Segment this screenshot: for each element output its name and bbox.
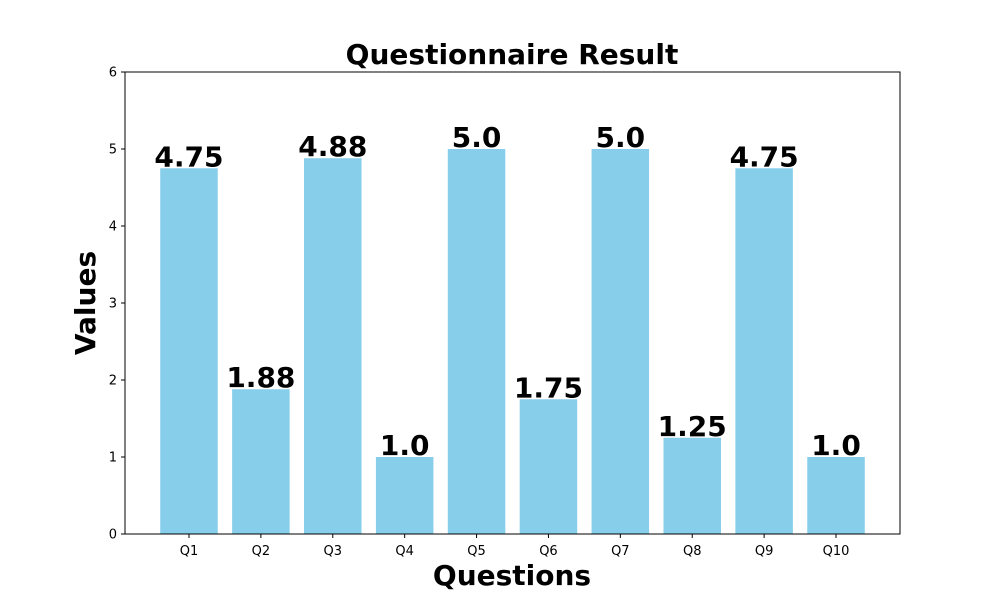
x-tick-label-q4: Q4	[395, 544, 414, 559]
data-label-q10: 1.0	[811, 429, 861, 462]
y-tick-label-3: 3	[109, 297, 117, 312]
bar-q9	[735, 168, 793, 534]
bar-q5	[447, 149, 506, 534]
x-tick-label-q8: Q8	[683, 544, 702, 559]
y-tick-label-2: 2	[109, 374, 117, 389]
x-axis-label: Questions	[433, 559, 591, 592]
data-label-q5: 5.0	[452, 121, 502, 154]
data-label-q9: 4.75	[730, 140, 799, 173]
x-tick-label-q6: Q6	[539, 544, 558, 559]
bar-q7	[591, 149, 650, 534]
x-tick-label-q7: Q7	[611, 544, 630, 559]
bar-q3	[304, 158, 362, 535]
bar-q10	[807, 457, 865, 534]
x-tick-label-q3: Q3	[324, 544, 343, 559]
x-tick-label-q9: Q9	[755, 544, 774, 559]
data-labels: 4.75 1.88 4.88 1.0 5.0 1.75 5.0 1.25 4.75 1.0	[154, 121, 860, 462]
data-label-q1: 4.75	[154, 140, 223, 173]
data-label-q6: 1.75	[514, 371, 583, 404]
data-label-q7: 5.0	[596, 121, 646, 154]
data-label-q8: 1.25	[658, 410, 727, 443]
y-axis-ticks: 0 1 2 3 4 5 6	[109, 66, 125, 543]
bars-layer	[160, 149, 865, 535]
y-axis-label: Values	[69, 251, 102, 355]
bar-q2	[232, 389, 290, 534]
data-label-q4: 1.0	[380, 429, 430, 462]
y-tick-label-6: 6	[109, 66, 117, 81]
y-tick-label-0: 0	[109, 528, 117, 543]
bar-q1	[160, 168, 218, 534]
y-tick-label-1: 1	[109, 451, 117, 466]
bar-q4	[375, 457, 434, 534]
y-tick-label-5: 5	[109, 143, 117, 158]
bar-q8	[663, 437, 721, 534]
bar-q6	[519, 399, 578, 534]
x-axis-ticks: Q1 Q2 Q3 Q4 Q5 Q6 Q7 Q8 Q9 Q10	[180, 534, 850, 559]
x-tick-label-q5: Q5	[467, 544, 486, 559]
y-tick-label-4: 4	[109, 220, 117, 235]
x-tick-label-q2: Q2	[252, 544, 271, 559]
data-label-q3: 4.88	[298, 130, 367, 163]
x-tick-label-q1: Q1	[180, 544, 199, 559]
data-label-q2: 1.88	[226, 361, 295, 394]
x-tick-label-q10: Q10	[823, 544, 850, 559]
chart-title: Questionnaire Result	[346, 38, 679, 71]
